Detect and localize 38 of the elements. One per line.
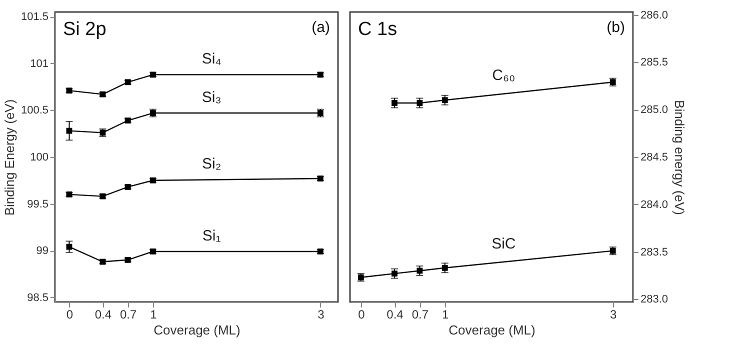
x-tick-label: 0 bbox=[66, 308, 74, 322]
x-tick-label: 1 bbox=[442, 308, 450, 322]
x-tick-label: 0.4 bbox=[386, 308, 404, 322]
y-tick-label: 101.5 bbox=[20, 11, 48, 24]
series-label: Si₂ bbox=[202, 155, 222, 172]
y2-tick-label: 283.5 bbox=[640, 246, 668, 258]
y-tick-label: 98.5 bbox=[27, 292, 48, 304]
x-tick-label: 3 bbox=[318, 308, 325, 322]
y-tick-label: 100.5 bbox=[20, 104, 48, 117]
x-tick-label: 1 bbox=[150, 308, 158, 322]
x-tick-label: 0 bbox=[358, 308, 366, 322]
y2-tick-label: 283.0 bbox=[640, 294, 668, 306]
series-label: SiC bbox=[492, 235, 516, 252]
x-tick-label: 0.7 bbox=[120, 308, 138, 322]
x-axis-title: Coverage (ML) bbox=[154, 322, 240, 338]
y2-tick-label: 284.0 bbox=[640, 198, 668, 211]
y-tick-label: 100 bbox=[30, 152, 48, 164]
annotation: Si 2p bbox=[63, 19, 106, 40]
y2-tick-label: 284.5 bbox=[640, 152, 668, 164]
annotation: C 1s bbox=[358, 19, 398, 40]
x-tick-label: 0.7 bbox=[412, 308, 429, 322]
series-label: Si₄ bbox=[202, 50, 222, 68]
x-tick-label: 0.4 bbox=[94, 308, 112, 322]
y-tick-label: 101 bbox=[30, 58, 48, 70]
series-label: Si₁ bbox=[202, 227, 221, 244]
series-label: Si₃ bbox=[202, 89, 222, 106]
x-tick-label: 3 bbox=[610, 308, 617, 322]
y-tick-label: 99.5 bbox=[27, 198, 48, 210]
y2-tick-label: 285.5 bbox=[640, 56, 668, 69]
y-axis-title: Binding Energy (eV) bbox=[2, 99, 17, 216]
series-label: C₆₀ bbox=[492, 67, 516, 84]
y-tick-label: 99 bbox=[36, 245, 48, 258]
y2-tick-label: 285.0 bbox=[640, 104, 668, 116]
y2-axis-title: Binding energy (eV) bbox=[672, 100, 688, 215]
x-axis-title: Coverage (ML) bbox=[448, 322, 536, 338]
y2-tick-label: 286.0 bbox=[640, 9, 668, 22]
annotation: (a) bbox=[312, 19, 330, 36]
annotation: (b) bbox=[606, 19, 625, 36]
